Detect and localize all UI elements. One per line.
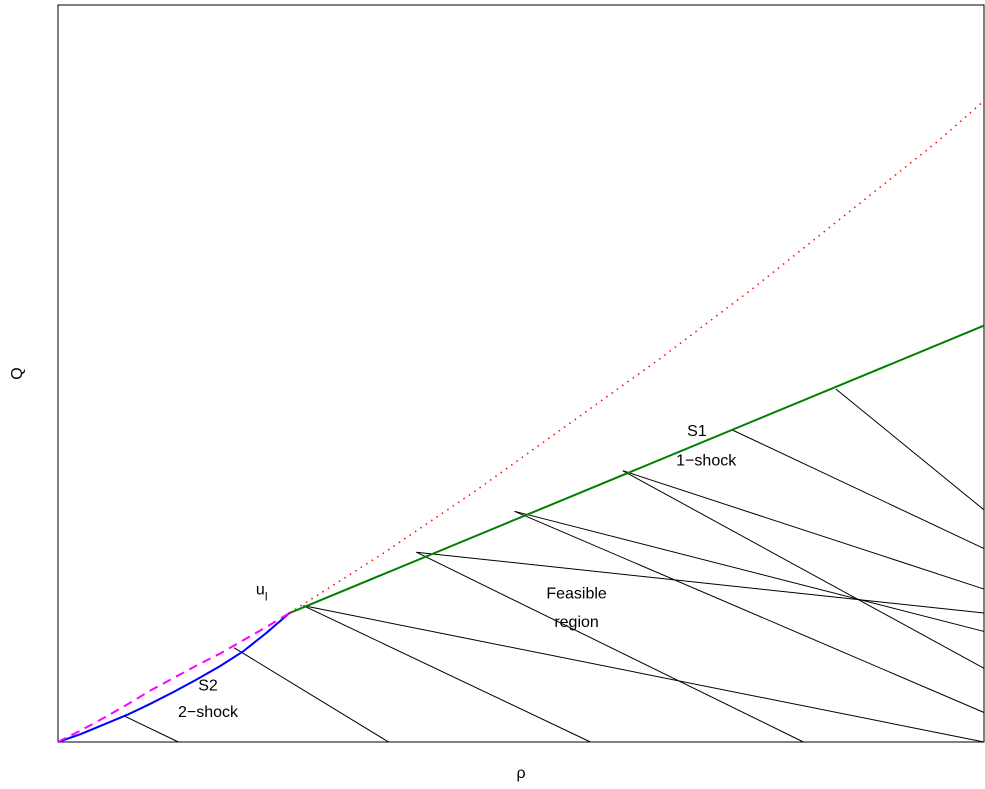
series-s2 [57, 612, 291, 743]
hatch-line-7 [124, 715, 179, 743]
hatch-line-6 [233, 647, 389, 743]
series-layer [57, 100, 985, 743]
annotation-layer: ul S1 1−shock Feasible region S2 2−shock [178, 423, 737, 721]
series-s1 [289, 324, 985, 614]
series-dotted [289, 100, 985, 614]
annotation-shock1: 1−shock [676, 453, 737, 470]
x-axis-label: ρ [516, 765, 525, 782]
hatch-line-5 [835, 388, 985, 511]
y-axis-label: Q [9, 367, 26, 379]
annotation-ul: ul [256, 582, 268, 604]
series-dashed [57, 612, 291, 743]
hatch-line-1 [416, 551, 985, 614]
hatch-line-4 [731, 429, 985, 549]
hatch-layer [124, 388, 985, 743]
hatch-line-0 [303, 605, 985, 743]
annotation-region: region [554, 614, 598, 631]
annotation-shock2: 2−shock [178, 704, 239, 721]
hatch-line-3 [622, 470, 985, 590]
annotation-s2: S2 [198, 677, 218, 694]
annotation-feasible: Feasible [546, 585, 607, 602]
hatch-line-11 [622, 470, 985, 669]
hatch-line-8 [303, 605, 591, 743]
annotation-s1: S1 [687, 423, 707, 440]
hatch-line-2 [514, 510, 985, 632]
hatch-line-10 [514, 510, 985, 713]
plot-frame [57, 4, 985, 743]
hatch-line-9 [416, 551, 804, 743]
